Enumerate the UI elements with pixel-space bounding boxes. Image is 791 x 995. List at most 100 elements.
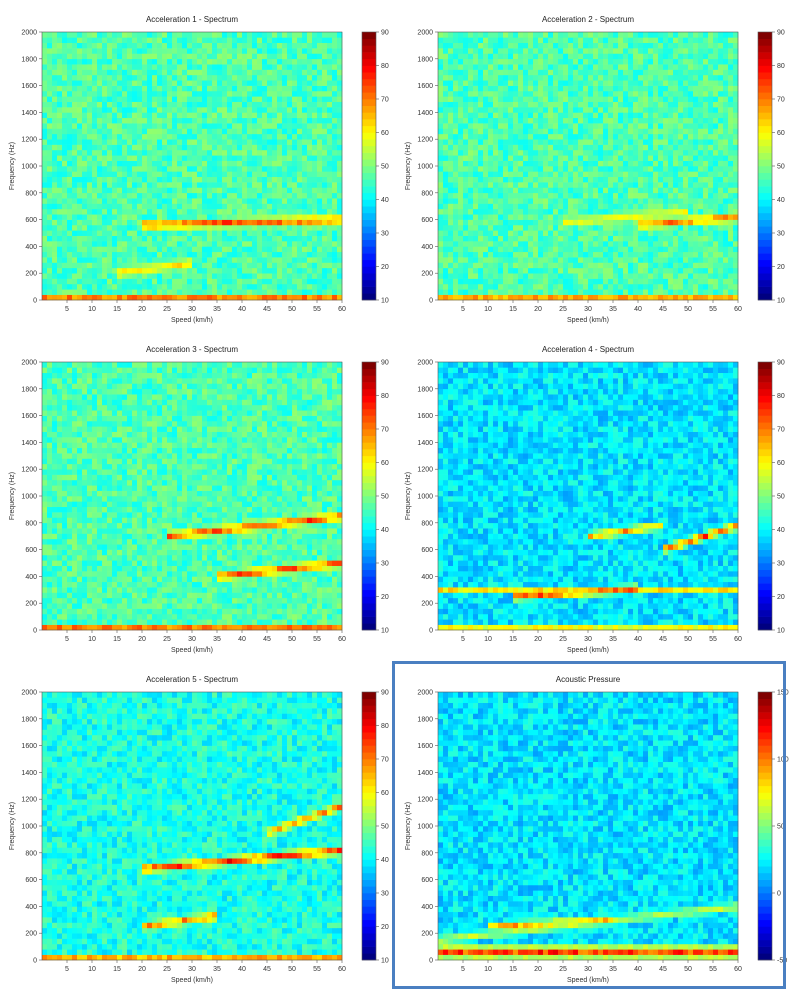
heatmap-cell [297,198,302,204]
heatmap-cell [57,182,62,188]
heatmap-cell [247,171,252,177]
heatmap-cell [117,295,122,301]
heatmap-cell [443,187,448,193]
heatmap-cell [52,198,57,204]
heatmap-cell [538,289,543,295]
heatmap-cell [267,198,272,204]
heatmap-cell [87,214,92,220]
heatmap-cell [232,182,237,188]
heatmap-cell [453,268,458,274]
heatmap-cell [488,75,493,81]
heatmap-cell [317,123,322,129]
heatmap-cell [87,43,92,49]
heatmap-cell [513,128,518,134]
heatmap-cell [227,225,232,231]
heatmap-cell [332,177,337,183]
heatmap-cell [468,70,473,76]
x-axis-label: Speed (km/h) [171,317,213,324]
heatmap-cell [197,209,202,215]
heatmap-cell [202,70,207,76]
heatmap-cell [593,43,598,49]
heatmap-cell [453,145,458,151]
heatmap-cell [287,214,292,220]
heatmap-cell [493,252,498,258]
heatmap-cell [483,161,488,167]
heatmap-cell [523,209,528,215]
heatmap-cell [438,107,443,113]
heatmap-cell [127,161,132,167]
heatmap-cell [282,241,287,247]
heatmap-cell [528,112,533,118]
heatmap-cell [322,64,327,70]
heatmap-cell [558,220,563,226]
heatmap-cell [87,123,92,129]
heatmap-cell [307,64,312,70]
heatmap-cell [192,70,197,76]
heatmap-cell [42,139,47,145]
heatmap-cell [187,284,192,290]
heatmap-cell [538,37,543,43]
heatmap-cell [222,48,227,54]
heatmap-cell [127,70,132,76]
heatmap-cell [77,166,82,172]
heatmap-cell [533,193,538,199]
heatmap-cell [257,32,262,38]
heatmap-cell [458,214,463,220]
heatmap-cell [137,70,142,76]
heatmap-cell [97,91,102,97]
heatmap-cell [468,193,473,199]
heatmap-cell [207,107,212,113]
heatmap-cell [317,161,322,167]
heatmap-cell [337,236,342,242]
heatmap-cell [262,91,267,97]
heatmap-cell [438,53,443,59]
heatmap-cell [623,177,628,183]
heatmap-cell [227,150,232,156]
heatmap-cell [463,107,468,113]
heatmap-cell [217,145,222,151]
heatmap-cell [72,268,77,274]
heatmap-cell [262,220,267,226]
heatmap-cell [508,230,513,236]
spectrum-chart-2: Acceleration 2 - Spectrum020040060080010… [396,0,791,330]
heatmap-cell [192,268,197,274]
heatmap-cell [603,118,608,124]
heatmap-cell [57,230,62,236]
heatmap-cell [603,70,608,76]
heatmap-cell [142,246,147,252]
heatmap-cell [483,187,488,193]
chart-title: Acceleration 1 - Spectrum [146,15,238,24]
heatmap-cell [47,59,52,65]
heatmap-cell [257,262,262,268]
heatmap-cell [503,225,508,231]
heatmap-cell [307,273,312,279]
heatmap-cell [443,241,448,247]
heatmap-cell [222,246,227,252]
heatmap-cell [317,86,322,92]
heatmap-cell [508,91,513,97]
heatmap-cell [548,268,553,274]
heatmap-cell [67,155,72,161]
heatmap-cell [458,262,463,268]
heatmap-cell [312,204,317,210]
heatmap-cell [107,198,112,204]
heatmap-cell [282,284,287,290]
heatmap-cell [112,59,117,65]
heatmap-cell [82,150,87,156]
heatmap-cell [52,177,57,183]
heatmap-cell [177,80,182,86]
heatmap-cell [292,37,297,43]
heatmap-cell [132,59,137,65]
heatmap-cell [117,75,122,81]
heatmap-cell [197,86,202,92]
heatmap-cell [282,198,287,204]
heatmap-cell [197,59,202,65]
heatmap-cell [297,220,302,226]
heatmap-cell [82,279,87,285]
heatmap-cell [448,112,453,118]
heatmap-cell [62,64,67,70]
colorbar-tick-label: 40 [381,197,389,204]
heatmap-cell [212,118,217,124]
heatmap-cell [508,128,513,134]
heatmap-cell [603,171,608,177]
